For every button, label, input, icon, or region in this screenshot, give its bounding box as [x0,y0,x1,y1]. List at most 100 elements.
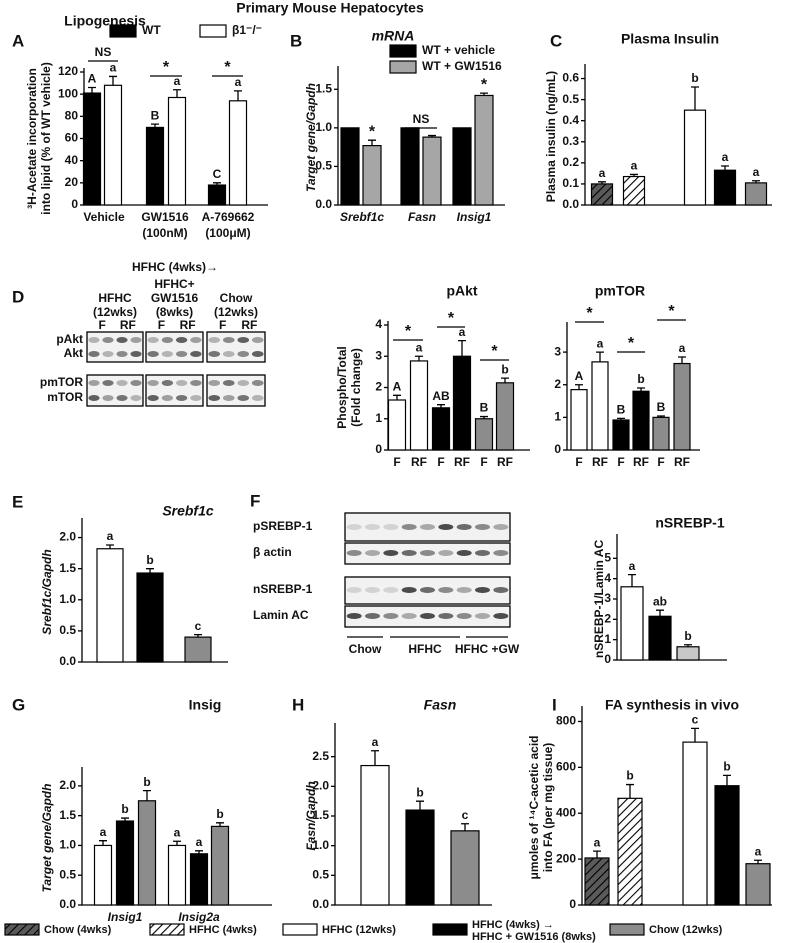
error-bar [371,750,379,766]
significance-letter: AB [432,389,450,403]
y-tick-label: 0.2 [562,155,579,169]
bar [676,646,700,661]
error-bar [213,182,221,186]
blot-group-label: (12wks) [93,305,137,319]
error-bar [143,790,151,801]
bar [360,764,390,906]
panel-letter: I [552,695,557,714]
error-bar [106,544,114,549]
error-bar [754,859,762,864]
error-bar [501,377,509,383]
y-tick-label: 0 [71,197,78,211]
blot-band [116,395,128,401]
y-tick-label: 600 [556,760,576,774]
bar [452,355,472,451]
significance-letter: b [146,553,153,567]
significance-letter: a [594,835,601,849]
blot-band [116,351,128,357]
blot-band [222,351,235,357]
chart-title: Plasma Insulin [621,31,719,47]
chart-title: nSREBP-1 [655,515,724,531]
blot-band [365,550,380,556]
significance-letter: a [196,835,203,849]
blot-band [251,337,264,343]
significance-letter: b [637,372,644,386]
error-bar [752,180,760,183]
blot-band [208,337,221,343]
error-bar [194,633,202,638]
blot-band [438,524,454,530]
blot-band [190,395,202,401]
blot-lane-label: F [98,318,105,332]
error-bar [151,123,159,128]
significance-letter: B [480,401,489,415]
y-axis-label: Target gene/Gapdh [304,83,318,192]
significance-letter: b [416,785,423,799]
blot-band [493,587,509,593]
significance-letter: a [174,74,181,88]
bar [682,741,708,906]
blot-band [161,351,174,357]
bar [96,548,124,663]
error-bar [121,817,129,822]
x-tick-label: F [617,455,624,469]
x-tick-label: A-769662 [202,210,255,224]
y-tick-label: 0.5 [59,623,76,637]
significance-letter: a [599,166,606,180]
blot-band [456,550,472,556]
significance-label: NS [95,45,112,59]
blot-lane-label: RF [241,318,257,332]
significance-letter: a [235,75,242,89]
significance-letter: B [617,403,626,417]
y-tick-label: 40 [65,153,79,167]
y-axis-label: Srebf1c/Gapdh [40,549,54,634]
error-bar [109,75,117,86]
blot-row-label: Lamin AC [253,608,309,622]
bar [570,389,588,451]
significance-letter: A [88,72,97,86]
y-tick-label: 0 [604,652,611,666]
blot-group-label: HFHC +GW [455,642,520,656]
blot-band [208,351,221,357]
blot-band [365,587,380,593]
y-tick-label: 0 [554,442,561,456]
significance-letter: b [723,760,730,774]
blot-band [346,613,362,619]
bar [495,382,515,451]
y-tick-label: 3 [375,348,382,362]
significance-letter: a [416,340,423,354]
blot-band [190,380,202,386]
x-tick-sublabel: (100μM) [205,226,250,240]
y-tick-label: 0.1 [562,176,579,190]
significance-letter: b [684,629,691,643]
y-tick-label: 120 [58,64,78,78]
error-bar [234,90,242,101]
error-bar [678,356,686,364]
error-bar [723,774,731,786]
y-tick-label: 1 [604,632,611,646]
significance-label: * [224,59,231,76]
x-tick-label: F [480,455,487,469]
error-bar [415,355,423,361]
chart-title: Insig [189,697,222,713]
x-tick-label: Insig1 [108,910,143,924]
blot-band [102,395,114,401]
y-tick-label: 2.0 [59,778,76,792]
blot-band [438,613,454,619]
blot-group-label: (8wks) [156,305,193,319]
blot-band [147,395,159,401]
x-tick-label: RF [592,455,608,469]
y-tick-label: 3 [554,344,561,358]
legend-swatch [389,44,417,58]
legend-label: β1⁻/⁻ [232,23,262,37]
blot-band [438,587,454,593]
error-bar [691,727,699,743]
blot-band [130,337,142,343]
error-bar [575,384,583,390]
bar [452,127,472,206]
blot-group-label: HFHC [408,642,442,656]
blot-band [251,395,264,401]
blot-group-label: Chow [349,642,382,656]
blot-band [102,351,114,357]
